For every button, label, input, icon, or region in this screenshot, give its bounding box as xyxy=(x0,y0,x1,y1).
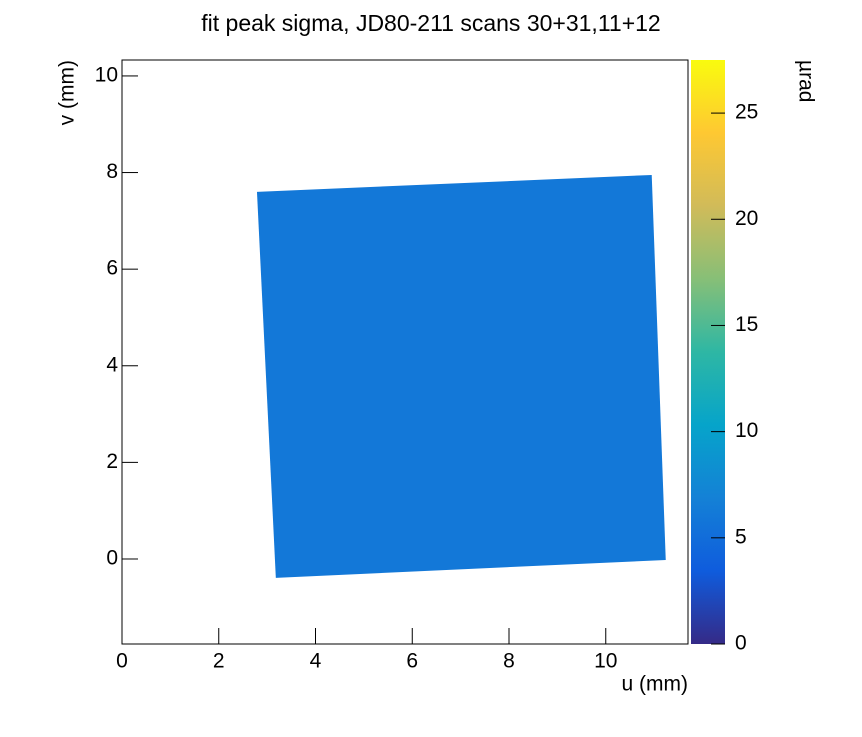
heatmap-region xyxy=(256,174,666,578)
y-tick-label: 2 xyxy=(106,450,118,473)
x-axis-label: u (mm) xyxy=(622,673,689,696)
chart-title: fit peak sigma, JD80-211 scans 30+31,11+… xyxy=(201,10,660,36)
x-tick-label: 10 xyxy=(594,650,617,673)
z-tick-label: 5 xyxy=(735,525,747,548)
y-axis-label: v (mm) xyxy=(56,60,79,125)
z-tick-label: 10 xyxy=(735,419,758,442)
colorbar xyxy=(691,60,725,644)
y-tick-label: 0 xyxy=(106,547,118,570)
y-tick-label: 8 xyxy=(106,160,118,183)
y-tick-label: 10 xyxy=(95,63,118,86)
plot-frame xyxy=(121,59,689,645)
z-tick-label: 0 xyxy=(735,632,747,655)
x-tick-label: 8 xyxy=(503,650,515,673)
z-tick-label: 20 xyxy=(735,207,758,230)
x-tick-label: 2 xyxy=(213,650,225,673)
x-tick-label: 4 xyxy=(310,650,322,673)
z-tick-label: 25 xyxy=(735,101,758,124)
x-tick-label: 0 xyxy=(116,650,128,673)
x-tick-label: 6 xyxy=(406,650,418,673)
z-tick-label: 15 xyxy=(735,313,758,336)
y-tick-label: 4 xyxy=(106,353,118,376)
y-tick-label: 6 xyxy=(106,257,118,280)
colorbar-label: µrad xyxy=(794,60,817,102)
